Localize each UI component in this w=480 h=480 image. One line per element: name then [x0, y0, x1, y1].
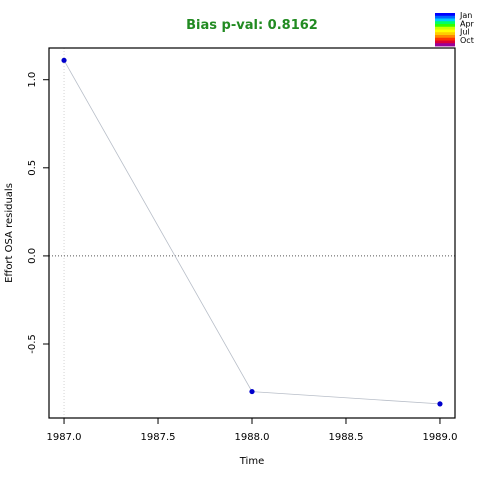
x-tick-label: 1988.0 [235, 432, 270, 443]
residual-point [61, 57, 67, 63]
legend-color-band [435, 40, 455, 44]
x-axis-label: Time [239, 456, 264, 467]
legend-color-band [435, 24, 455, 28]
legend-label: Apr [460, 19, 475, 28]
y-axis-label: Effort OSA residuals [4, 183, 15, 283]
x-tick-label: 1987.0 [47, 432, 82, 443]
legend-label: Jul [459, 28, 470, 37]
legend-color-band [435, 37, 455, 41]
y-tick-label: 0.5 [27, 160, 38, 176]
legend-color-band [435, 35, 455, 39]
x-tick-label: 1988.5 [328, 432, 363, 443]
chart-title: Bias p-val: 0.8162 [186, 18, 318, 33]
legend-color-band [435, 21, 455, 25]
plot-frame [48, 47, 456, 419]
legend-label: Jan [459, 11, 472, 20]
legend-label: Oct [460, 36, 474, 45]
residual-series-line [63, 60, 441, 405]
legend-color-band [435, 43, 455, 47]
y-tick-label: 1.0 [27, 72, 38, 88]
legend-color-band [435, 29, 455, 33]
x-axis: 1987.0 1987.5 1988.0 1988.5 1989.0 [47, 418, 457, 443]
legend-color-band [435, 18, 455, 22]
y-tick-label: 0.0 [27, 248, 38, 264]
residual-point [437, 401, 443, 407]
plot-area [49, 48, 455, 418]
y-tick-label: -0.5 [27, 334, 38, 354]
x-tick-label: 1987.5 [141, 432, 176, 443]
legend-color-band [435, 15, 455, 19]
legend-color-band [435, 26, 455, 30]
residual-point [249, 388, 255, 395]
legend-color-band [435, 13, 455, 17]
legend-color-band [435, 32, 455, 36]
x-tick-label: 1989.0 [422, 432, 457, 443]
y-axis: -0.5 0.0 0.5 1.0 [27, 72, 49, 354]
